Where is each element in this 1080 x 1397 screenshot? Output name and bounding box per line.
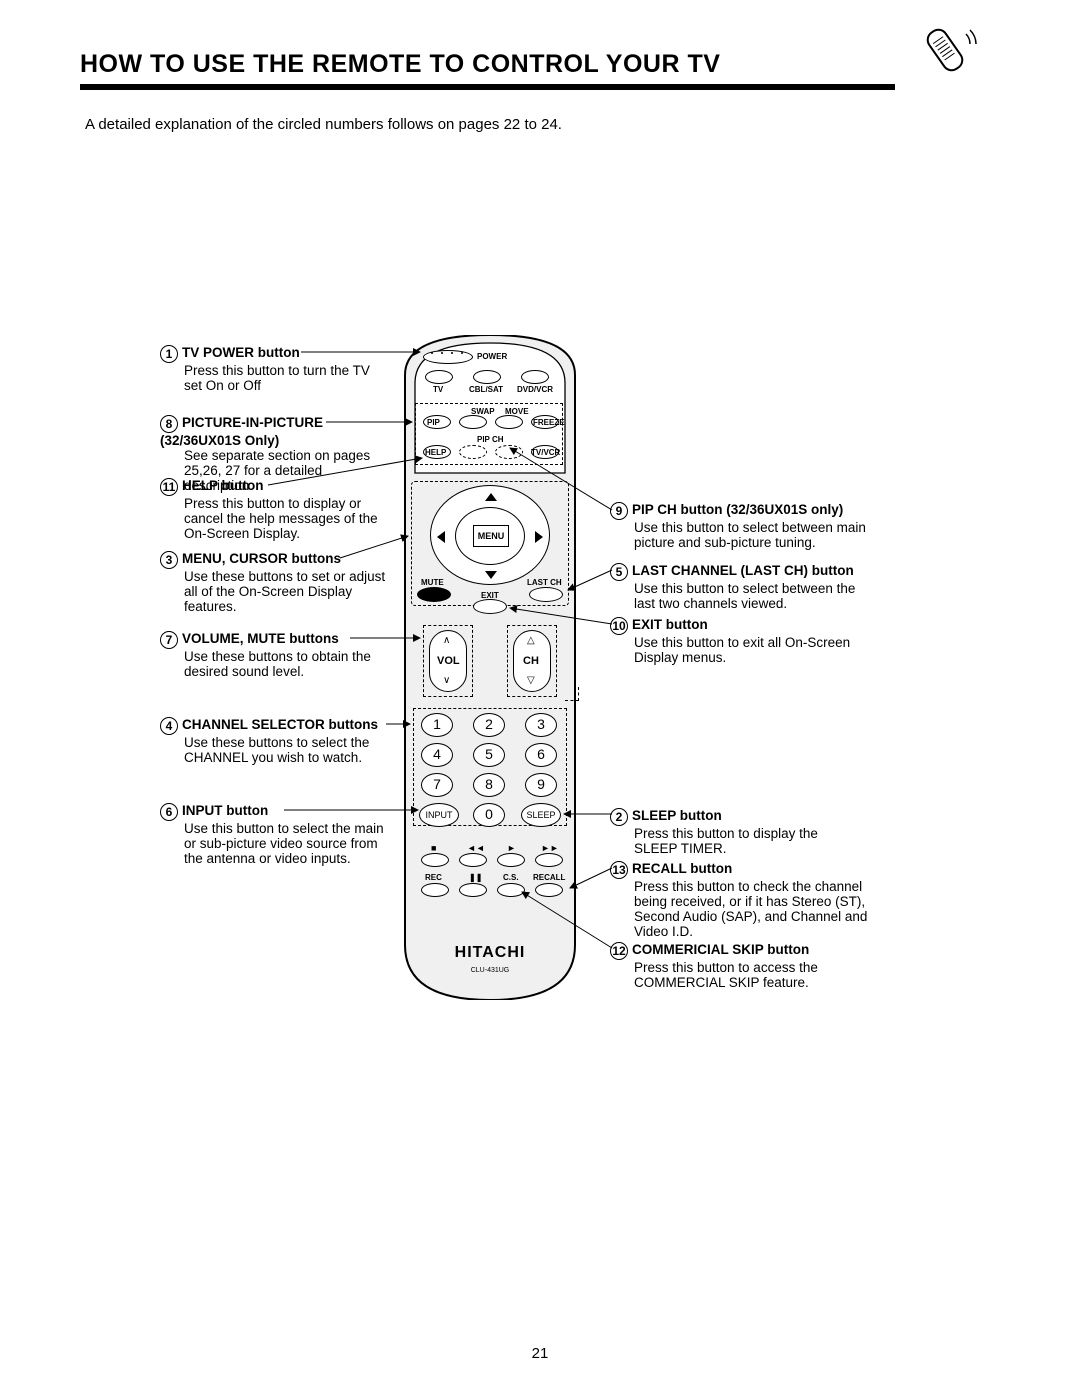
rec-label: REC: [425, 873, 442, 882]
model-label: CLU-431UG: [385, 967, 595, 974]
page-title: HOW TO USE THE REMOTE TO CONTROL YOUR TV: [80, 50, 720, 79]
digit-3: 3: [525, 713, 557, 737]
callout-tv-power: 1TV POWER button Press this button to tu…: [160, 345, 390, 393]
callout-exit: 10EXIT button Use this button to exit al…: [610, 617, 870, 665]
callout-recall: 13RECALL button Press this button to che…: [610, 861, 870, 939]
cursor-right-icon: [535, 531, 543, 543]
lastch-label: LAST CH: [527, 578, 562, 587]
help-label: HELP: [425, 448, 446, 457]
digit-5: 5: [473, 743, 505, 767]
freeze-label: FREEZE: [533, 418, 565, 427]
dvdvcr-label: DVD/VCR: [517, 385, 553, 394]
input-button: INPUT: [419, 803, 459, 827]
swap-button: [459, 415, 487, 429]
callout-commercial-skip: 12COMMERICIAL SKIP button Press this but…: [610, 942, 870, 990]
callout-volume-mute: 7VOLUME, MUTE buttons Use these buttons …: [160, 631, 390, 679]
intro-text: A detailed explanation of the circled nu…: [85, 116, 562, 133]
remote-diagram: POWER TV CBL/SAT DVD/VCR SWAP MOVE PIP F…: [385, 335, 595, 1000]
brand-label: HITACHI: [385, 944, 595, 962]
digit-2: 2: [473, 713, 505, 737]
pipch-down-button: [459, 445, 487, 459]
rewind-button: [459, 853, 487, 867]
callout-channel-selector: 4CHANNEL SELECTOR buttons Use these butt…: [160, 717, 395, 765]
callout-menu-cursor: 3MENU, CURSOR buttons Use these buttons …: [160, 551, 395, 614]
move-button: [495, 415, 523, 429]
tv-label: TV: [433, 385, 443, 394]
stop-button: [421, 853, 449, 867]
menu-button: MENU: [473, 525, 509, 547]
exit-button: [473, 599, 507, 614]
pip-label: PIP: [427, 418, 440, 427]
tvvcr-label: TV/VCR: [531, 448, 560, 457]
play-button: [497, 853, 525, 867]
title-rule: [80, 84, 895, 90]
digit-9: 9: [525, 773, 557, 797]
tv-mode-button: [425, 370, 453, 384]
cblsat-mode-button: [473, 370, 501, 384]
cblsat-label: CBL/SAT: [469, 385, 503, 394]
ch-label: CH: [523, 655, 539, 667]
remote-corner-icon: [910, 20, 980, 80]
mute-button: [417, 587, 451, 602]
callout-last-channel: 5LAST CHANNEL (LAST CH) button Use this …: [610, 563, 870, 611]
lastch-button: [529, 587, 563, 602]
rec-button: [421, 883, 449, 897]
callout-pip-ch: 9PIP CH button (32/36UX01S only) Use thi…: [610, 502, 870, 550]
digit-1: 1: [421, 713, 453, 737]
mute-label: MUTE: [421, 578, 444, 587]
cursor-down-icon: [485, 571, 497, 579]
digit-8: 8: [473, 773, 505, 797]
page-number: 21: [532, 1345, 549, 1362]
recall-button: [535, 883, 563, 897]
digit-0: 0: [473, 803, 505, 827]
pipch-label: PIP CH: [477, 435, 504, 444]
power-label: POWER: [477, 352, 507, 361]
dvdvcr-mode-button: [521, 370, 549, 384]
callout-help: 11HELP button Press this button to displ…: [160, 478, 395, 541]
cs-label: C.S.: [503, 873, 519, 882]
pipch-up-button: [495, 445, 523, 459]
vol-label: VOL: [437, 655, 460, 667]
pause-button: [459, 883, 487, 897]
ffwd-button: [535, 853, 563, 867]
cursor-left-icon: [437, 531, 445, 543]
callout-sleep: 2SLEEP button Press this button to displ…: [610, 808, 840, 856]
digit-4: 4: [421, 743, 453, 767]
cs-button: [497, 883, 525, 897]
recall-label: RECALL: [533, 873, 565, 882]
cursor-up-icon: [485, 493, 497, 501]
digit-7: 7: [421, 773, 453, 797]
digit-6: 6: [525, 743, 557, 767]
sleep-button: SLEEP: [521, 803, 561, 827]
callout-input: 6INPUT button Use this button to select …: [160, 803, 390, 866]
